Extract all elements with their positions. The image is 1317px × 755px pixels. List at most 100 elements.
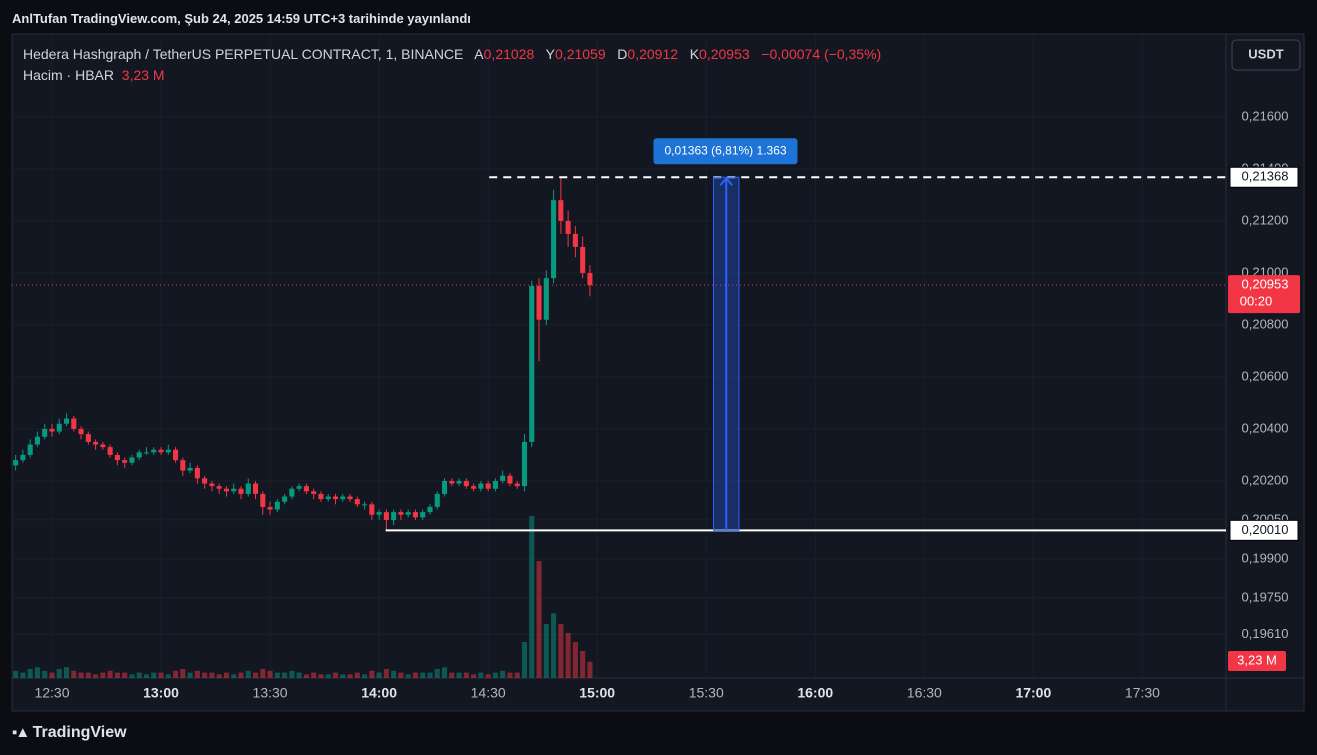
volume-bar — [529, 516, 535, 678]
candle-body — [318, 493, 324, 500]
volume-legend: Hacim · HBAR 3,23 M — [23, 67, 165, 83]
candle-body — [289, 488, 295, 497]
volume-bar — [274, 672, 280, 678]
chart-panel — [11, 33, 1305, 712]
candle-body — [340, 496, 346, 500]
candle-body — [56, 423, 62, 432]
volume-bar — [78, 672, 84, 678]
volume-bar — [260, 669, 266, 678]
volume-badge-label: 3,23 M — [1237, 652, 1277, 667]
candle-body — [456, 480, 462, 484]
volume-bar — [180, 669, 186, 678]
footer: ▪▲ TradingView — [12, 724, 127, 742]
volume-bar — [427, 672, 433, 678]
currency-label[interactable]: USDT — [1248, 46, 1283, 61]
volume-bar — [187, 672, 193, 678]
volume-bar — [129, 674, 135, 678]
volume-bar — [340, 674, 346, 678]
volume-bar — [71, 670, 77, 678]
candle-body — [412, 512, 418, 518]
y-tick-label: 0,20400 — [1242, 420, 1289, 435]
countdown-label: 00:20 — [1240, 294, 1273, 309]
candle-body — [267, 506, 273, 510]
volume-bar — [296, 672, 302, 678]
candle-body — [463, 480, 469, 487]
volume-bar — [434, 669, 440, 678]
volume-bar — [289, 670, 295, 678]
candle-body — [369, 504, 375, 515]
candle-body — [514, 483, 520, 487]
candle-body — [551, 200, 557, 279]
volume-bar — [463, 672, 469, 678]
candle-body — [274, 501, 280, 510]
volume-bar — [107, 670, 113, 678]
axis-badge-label: 0,20010 — [1242, 522, 1289, 537]
measure-arrowhead — [719, 176, 733, 186]
candle-body — [303, 486, 309, 492]
candle-body — [558, 200, 564, 221]
candle-body — [114, 454, 120, 461]
candle-body — [209, 483, 215, 487]
volume-bar — [383, 669, 389, 678]
x-tick-label: 12:30 — [34, 685, 69, 701]
currency-button[interactable] — [1231, 39, 1301, 71]
y-tick-label: 0,19610 — [1242, 626, 1289, 641]
price-badge — [1228, 275, 1300, 314]
volume-bar — [565, 633, 571, 678]
measure-badge — [653, 138, 798, 165]
candle-body — [405, 512, 411, 515]
candle-body — [100, 444, 106, 448]
brand: TradingView — [32, 724, 127, 741]
volume-bar — [507, 672, 513, 678]
candle-body — [180, 460, 186, 471]
candle-body — [492, 480, 498, 489]
volume-bar — [49, 672, 55, 678]
volume-bar — [420, 672, 426, 678]
candle-body — [282, 496, 288, 502]
volume-bar — [223, 672, 229, 678]
volume-bar — [398, 672, 404, 678]
volume-bar — [332, 672, 339, 678]
candle-body — [42, 428, 48, 437]
volume-bar — [34, 667, 40, 678]
candle-body — [173, 449, 179, 461]
measure-label: 0,01363 (6,81%) 1.363 — [664, 143, 786, 157]
axis-badge-label: 0,21368 — [1242, 169, 1289, 184]
volume-name: Hacim · HBAR — [23, 67, 115, 83]
candle-body — [194, 467, 200, 479]
volume-bar — [143, 674, 150, 678]
volume-bar — [441, 667, 448, 678]
candle-body — [296, 486, 302, 489]
volume-bar — [558, 624, 564, 678]
candle-body — [216, 486, 222, 489]
volume-bar — [158, 672, 164, 678]
candle-body — [231, 488, 237, 492]
candle-body — [34, 436, 40, 445]
candle-body — [536, 285, 542, 320]
volume-bar — [194, 670, 200, 678]
x-tick-label: 16:30 — [907, 685, 942, 701]
x-tick-label: 15:30 — [689, 685, 724, 701]
candle-body — [449, 480, 455, 484]
volume-bar — [318, 674, 324, 678]
volume-bar — [231, 674, 237, 678]
volume-bar — [216, 674, 222, 678]
y-tick-label: 0,19900 — [1242, 550, 1289, 565]
candle-body — [49, 428, 55, 432]
volume-bar — [93, 674, 99, 678]
candle-body — [63, 418, 70, 424]
ohlc-key: Y — [545, 46, 556, 62]
volume-bar — [303, 674, 309, 678]
candle-body — [471, 486, 477, 489]
volume-badge — [1228, 651, 1286, 671]
volume-bar — [391, 670, 397, 678]
x-tick-label: 14:30 — [471, 685, 506, 701]
candle-body — [107, 447, 113, 455]
candle-body — [122, 460, 128, 463]
volume-bar — [376, 672, 382, 678]
candle-body — [93, 441, 99, 445]
ohlc-key: K — [689, 46, 700, 62]
legend: Hedera Hashgraph / TetherUS PERPETUAL CO… — [23, 46, 881, 62]
volume-value: 3,23 M — [121, 67, 165, 83]
candle-body — [580, 246, 586, 273]
